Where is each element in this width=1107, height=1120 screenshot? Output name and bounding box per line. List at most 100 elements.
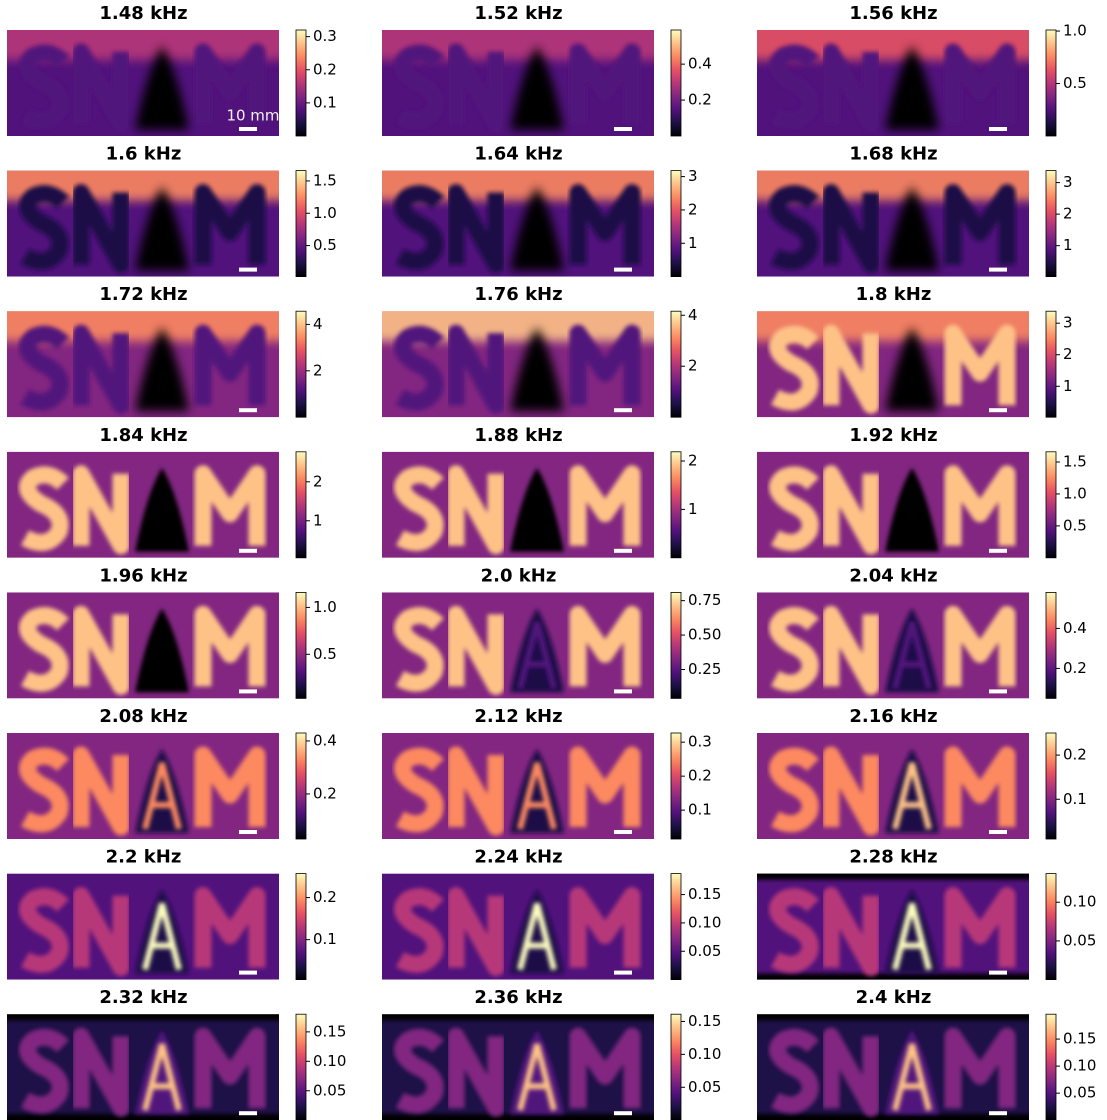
heatmap-image — [372, 1004, 664, 1120]
colorbar — [296, 874, 306, 980]
colorbar-tick-label: 0.5 — [313, 645, 337, 663]
colorbar — [1046, 311, 1056, 417]
scale-bar — [614, 1111, 632, 1115]
heatmap-image — [372, 151, 664, 277]
colorbar-tick-label: 0.10 — [688, 1045, 721, 1063]
colorbar-tick-label: 1.0 — [1063, 484, 1087, 502]
colorbar-tick-label: 0.2 — [1063, 659, 1087, 677]
heatmap-image — [747, 1004, 1039, 1120]
colorbar — [671, 452, 681, 558]
colorbar-tick-label: 0.05 — [1063, 931, 1096, 949]
colorbar-tick-label: 1.5 — [313, 171, 337, 189]
colorbar — [296, 1014, 306, 1120]
colorbar-tick-label: 0.2 — [688, 767, 712, 785]
colorbar-tick-label: 4 — [313, 315, 323, 333]
scale-bar-label: 10 mm — [226, 107, 279, 125]
colorbar-tick-label: 0.10 — [1063, 1057, 1096, 1075]
colorbar-tick-label: 4 — [688, 306, 698, 324]
panel-title: 1.88 kHz — [474, 425, 562, 446]
panel-title: 2.36 kHz — [474, 987, 562, 1008]
colorbar — [296, 171, 306, 277]
colorbar-tick-label: 3 — [1063, 314, 1073, 332]
colorbar-tick-label: 1 — [688, 234, 698, 252]
panel-title: 1.56 kHz — [849, 3, 937, 24]
panel-title: 1.72 kHz — [99, 284, 187, 305]
colorbar-tick-label: 0.15 — [313, 1022, 346, 1040]
colorbar-tick-label: 2 — [688, 200, 698, 218]
panel-title: 1.6 kHz — [106, 144, 182, 165]
colorbar-tick-label: 0.15 — [1063, 1030, 1096, 1048]
colorbar-tick-label: 1 — [313, 511, 323, 529]
colorbar — [296, 311, 306, 417]
panel-title: 2.4 kHz — [856, 987, 932, 1008]
scale-bar — [239, 971, 257, 975]
panel-title: 2.08 kHz — [99, 706, 187, 727]
colorbar — [1046, 30, 1056, 136]
panel-title: 1.64 kHz — [474, 144, 562, 165]
colorbar-tick-label: 0.1 — [313, 930, 337, 948]
panel-title: 1.52 kHz — [474, 3, 562, 24]
colorbar — [1046, 1014, 1056, 1120]
colorbar-tick-label: 0.05 — [1063, 1084, 1096, 1102]
colorbar — [671, 30, 681, 136]
colorbar-tick-label: 0.1 — [688, 801, 712, 819]
colorbar — [1046, 733, 1056, 839]
colorbar-tick-label: 2 — [688, 451, 698, 469]
heatmap-image — [757, 452, 1029, 558]
panel-title: 1.68 kHz — [849, 144, 937, 165]
colorbar-tick-label: 0.05 — [313, 1081, 346, 1099]
scale-bar — [239, 1111, 257, 1115]
colorbar — [296, 30, 306, 136]
heatmap-image — [747, 151, 1039, 277]
panel-title: 2.2 kHz — [106, 847, 182, 868]
colorbar-tick-label: 0.2 — [688, 91, 712, 109]
heatmap-image — [382, 874, 654, 980]
colorbar-tick-label: 3 — [688, 167, 698, 185]
scale-bar — [989, 268, 1007, 272]
panel-title: 1.8 kHz — [856, 284, 932, 305]
scale-bar — [614, 268, 632, 272]
colorbar-tick-label: 0.4 — [313, 731, 337, 749]
colorbar-tick-label: 0.10 — [1063, 893, 1096, 911]
colorbar — [671, 1014, 681, 1120]
scale-bar — [239, 127, 257, 131]
colorbar-tick-label: 0.1 — [1063, 790, 1087, 808]
colorbar — [1046, 874, 1056, 980]
colorbar-tick-label: 0.15 — [688, 1012, 721, 1030]
colorbar-tick-label: 0.5 — [1063, 74, 1087, 92]
colorbar — [1046, 592, 1056, 698]
colorbar-tick-label: 0.2 — [313, 784, 337, 802]
scale-bar — [989, 408, 1007, 412]
panel-title: 1.96 kHz — [99, 565, 187, 586]
colorbar-tick-label: 2 — [313, 361, 323, 379]
colorbar-tick-label: 0.10 — [313, 1052, 346, 1070]
scale-bar — [989, 830, 1007, 834]
heatmap-image — [382, 733, 654, 839]
scale-bar — [239, 689, 257, 693]
colorbar-tick-label: 0.75 — [688, 591, 721, 609]
heatmap-image — [757, 592, 1029, 698]
colorbar-tick-label: 1 — [688, 500, 698, 518]
heatmap-image — [0, 291, 289, 417]
colorbar-tick-label: 2 — [688, 357, 698, 375]
heatmap-image — [747, 291, 1039, 417]
colorbar-tick-label: 0.2 — [313, 888, 337, 906]
panel-title: 2.24 kHz — [474, 847, 562, 868]
scale-bar — [239, 830, 257, 834]
panel-title: 2.0 kHz — [481, 565, 557, 586]
colorbar-tick-label: 0.05 — [688, 1078, 721, 1096]
colorbar-tick-label: 0.3 — [688, 733, 712, 751]
panel-title: 1.48 kHz — [99, 3, 187, 24]
colorbar-tick-label: 0.25 — [688, 660, 721, 678]
colorbar-tick-label: 0.5 — [1063, 516, 1087, 534]
scale-bar — [989, 127, 1007, 131]
colorbar — [671, 733, 681, 839]
colorbar-tick-label: 0.2 — [1063, 746, 1087, 764]
figure: 1.48 kHz 10 mm 0.1 0.2 0.3 1.52 kHz 0.2 0.4 1.56… — [0, 0, 1107, 1120]
heatmap-image — [7, 874, 279, 980]
heatmap-image — [757, 733, 1029, 839]
colorbar-tick-label: 0.50 — [688, 626, 721, 644]
heatmap-image — [7, 592, 279, 698]
colorbar-tick-label: 0.4 — [688, 55, 712, 73]
colorbar — [296, 592, 306, 698]
